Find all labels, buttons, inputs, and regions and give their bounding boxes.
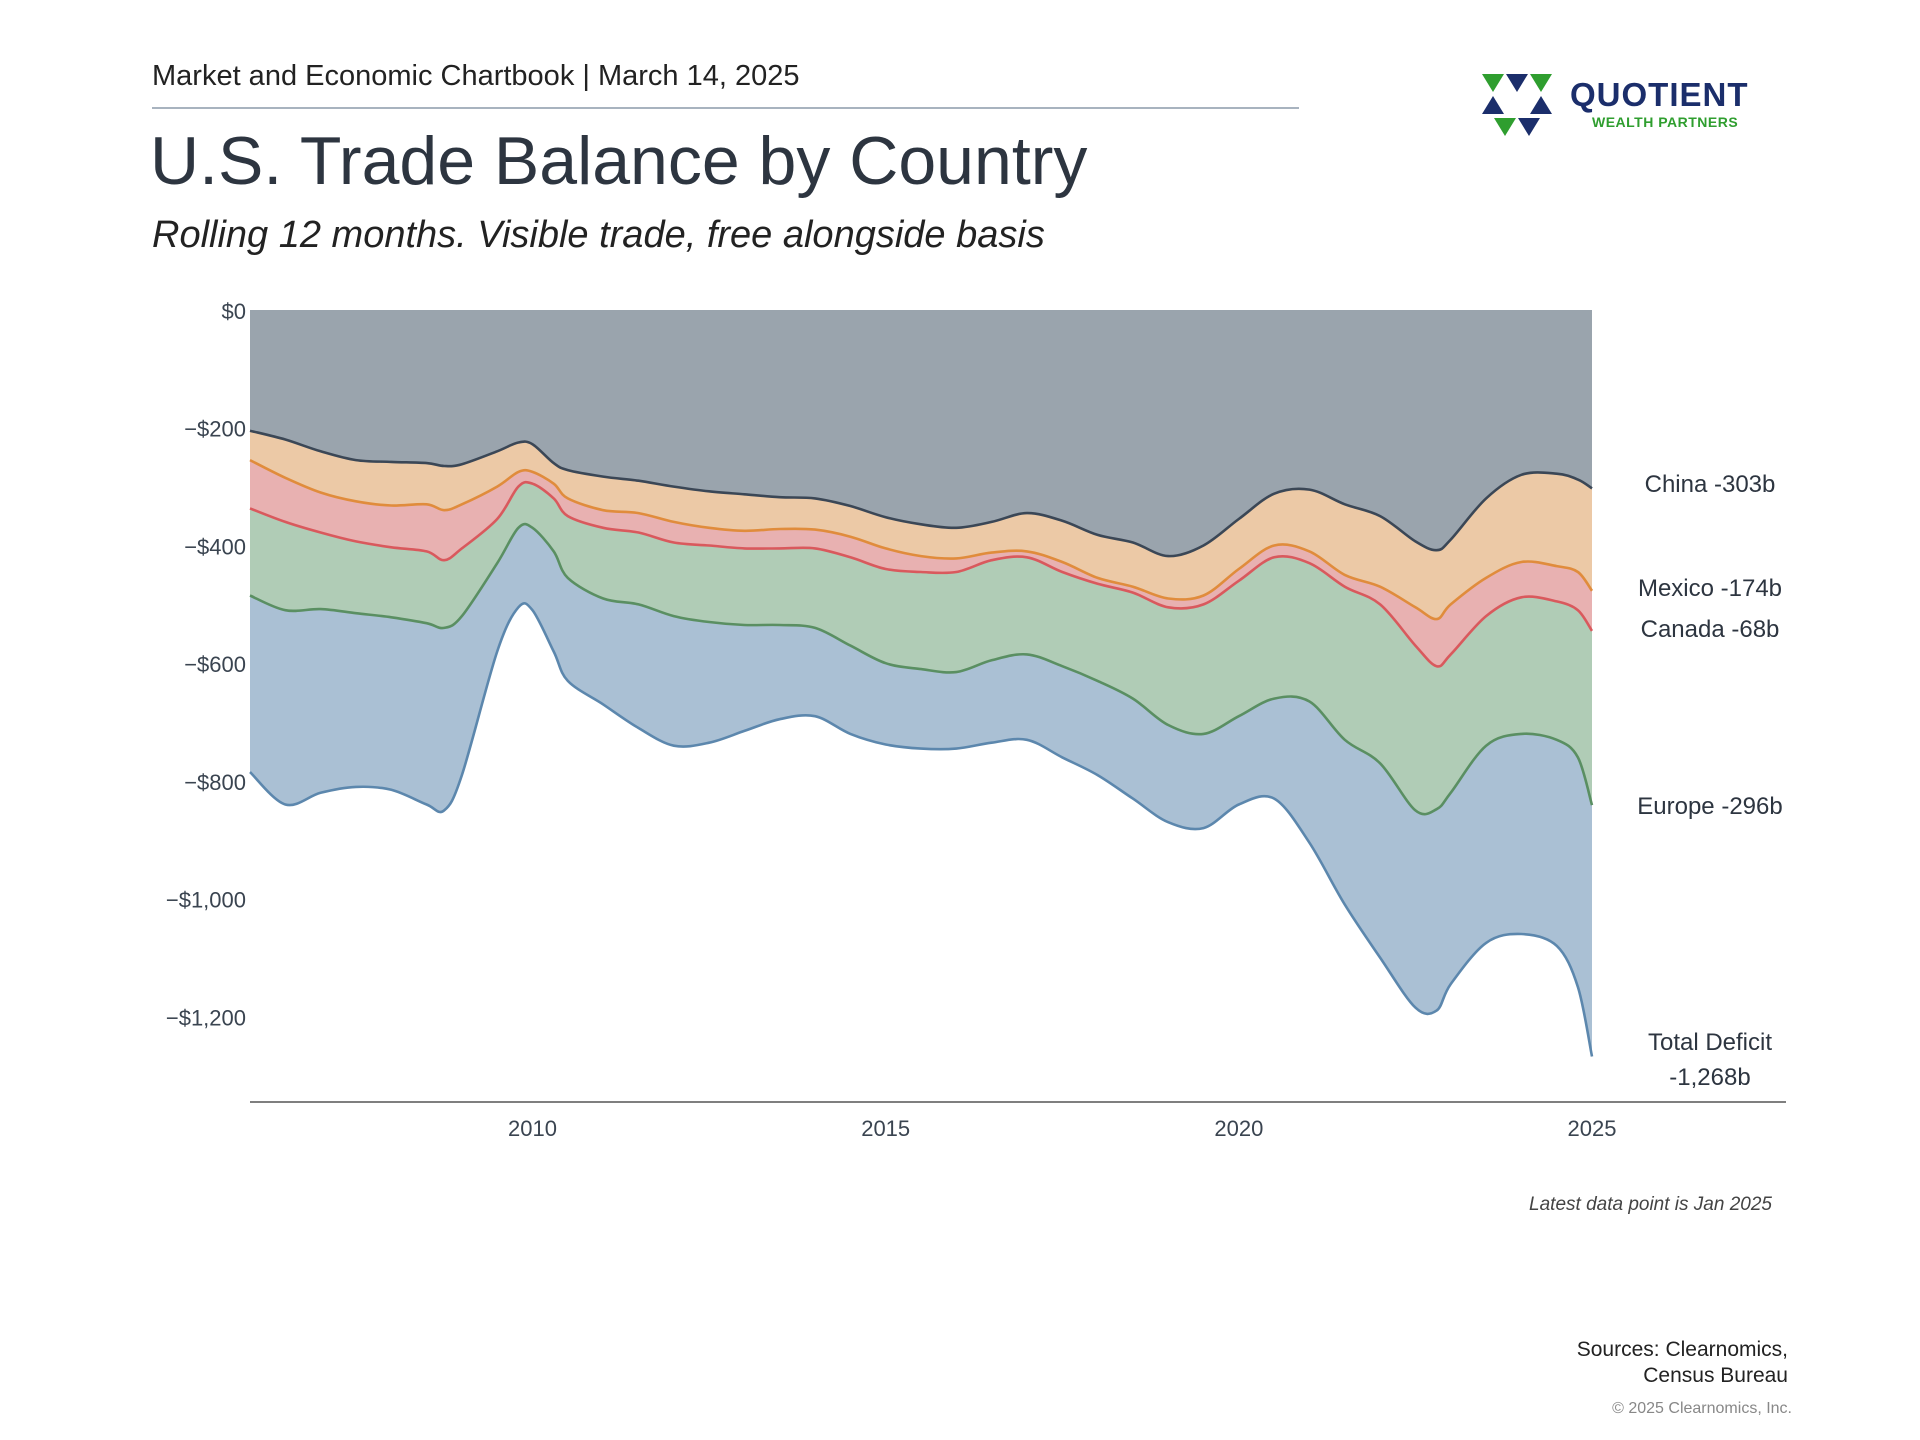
sources-line-1: Sources: Clearnomics, [1576, 1338, 1788, 1361]
end-label: China -303b [1645, 471, 1776, 498]
total-label-line-1: Total Deficit [1648, 1029, 1772, 1056]
end-label: Europe -296b [1637, 793, 1782, 820]
y-tick-label: −$1,200 [166, 1005, 246, 1030]
y-tick-label: −$800 [184, 770, 246, 795]
line-mexico [249, 458, 1594, 621]
line-europe [249, 522, 1594, 816]
area-canada [250, 460, 1592, 667]
x-tick-label: 2025 [1568, 1116, 1617, 1141]
x-tick-label: 2015 [861, 1116, 910, 1141]
header-divider [152, 107, 1299, 109]
page-subtitle: Rolling 12 months. Visible trade, free a… [152, 214, 1045, 256]
latest-data-note: Latest data point is Jan 2025 [1529, 1194, 1772, 1215]
end-label: Canada -68b [1641, 616, 1780, 643]
y-tick-label: −$400 [184, 534, 246, 559]
x-tick-label: 2020 [1214, 1116, 1263, 1141]
page-title: U.S. Trade Balance by Country [150, 123, 1088, 199]
logo-tagline: WEALTH PARTNERS [1592, 114, 1739, 130]
total-label-line-2: -1,268b [1669, 1064, 1750, 1091]
line-total [249, 601, 1594, 1057]
y-tick-label: $0 [222, 299, 246, 324]
copyright: © 2025 Clearnomics, Inc. [1612, 1400, 1792, 1417]
logo-wordmark: QUOTIENT [1570, 76, 1749, 113]
quotient-logo: QUOTIENT WEALTH PARTNERS [1482, 74, 1782, 136]
sources-line-2: Census Bureau [1643, 1364, 1788, 1387]
y-tick-label: −$200 [184, 417, 246, 442]
area-europe [250, 482, 1592, 815]
area-total [250, 524, 1592, 1057]
area-china [250, 310, 1592, 557]
line-china [249, 429, 1593, 558]
sources-note: Sources: Clearnomics, Census Bureau [1400, 1337, 1788, 1389]
chartbook-header: Market and Economic Chartbook | March 14… [152, 60, 800, 92]
x-tick-label: 2010 [508, 1116, 557, 1141]
line-canada [249, 480, 1594, 668]
y-tick-label: −$600 [184, 652, 246, 677]
y-tick-label: −$1,000 [166, 888, 246, 913]
logo-mark-icon [1482, 74, 1552, 136]
end-label: Mexico -174b [1638, 575, 1782, 602]
